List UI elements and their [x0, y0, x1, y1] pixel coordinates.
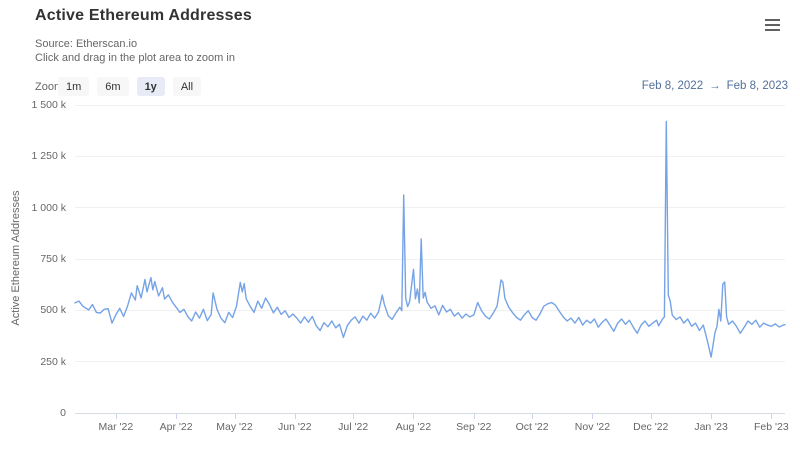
zoom-button-all[interactable]: All — [172, 77, 202, 96]
y-axis-tick-label: 750 k — [40, 253, 66, 265]
hamburger-bar — [764, 23, 780, 26]
zoom-button-1m[interactable]: 1m — [58, 77, 90, 96]
x-axis-tick — [711, 413, 713, 419]
zoom-label: Zoom — [35, 81, 64, 93]
range-arrow-icon: → — [709, 80, 721, 92]
x-axis-tick-label: May '22 — [216, 421, 253, 433]
x-axis-tick-label: Apr '22 — [159, 421, 193, 433]
y-axis-tick-label: 1 250 k — [31, 150, 66, 163]
x-axis-tick-label: Dec '22 — [633, 421, 669, 433]
x-axis-tick — [473, 413, 475, 419]
y-gridline — [75, 104, 785, 106]
x-axis-tick — [234, 413, 236, 419]
y-axis-tick-label: 1 000 k — [31, 201, 66, 214]
hamburger-bar — [764, 28, 780, 31]
x-axis-tick-label: Jan '23 — [694, 421, 728, 433]
x-axis-line — [75, 412, 785, 414]
x-axis-tick — [294, 413, 296, 419]
x-axis-tick — [176, 413, 178, 419]
x-axis-tick-label: Feb '23 — [754, 421, 789, 433]
x-axis-tick — [413, 413, 415, 419]
chart-hint: Click and drag in the plot area to zoom … — [35, 52, 235, 64]
page-title: Active Ethereum Addresses — [35, 7, 252, 24]
range-to-date[interactable]: Feb 8, 2023 — [726, 80, 788, 92]
x-axis-tick — [650, 413, 652, 419]
zoom-range-buttons: 1m 6m 1y All — [58, 77, 202, 96]
x-axis-tick — [115, 413, 117, 419]
y-gridline — [75, 207, 785, 209]
y-axis-tick-label: 0 — [60, 407, 66, 419]
hamburger-bar — [764, 18, 780, 21]
x-axis-tick-label: Oct '22 — [515, 421, 549, 433]
y-axis-tick-label: 1 500 k — [31, 99, 66, 111]
x-axis-tick-label: Mar '22 — [98, 421, 134, 433]
y-gridline — [75, 361, 785, 363]
y-axis-tick-label: 500 k — [40, 304, 66, 317]
hamburger-menu-icon[interactable] — [760, 13, 784, 35]
x-axis-tick-label: Jul '22 — [338, 421, 369, 433]
y-gridline — [75, 155, 785, 157]
x-axis-tick-label: Aug '22 — [395, 421, 432, 433]
x-axis-tick-label: Nov '22 — [574, 421, 611, 433]
x-axis-tick — [592, 413, 594, 419]
x-axis-tick — [532, 413, 534, 419]
range-from-date[interactable]: Feb 8, 2022 — [641, 80, 704, 92]
x-axis-tick — [353, 413, 355, 419]
x-axis-tick-label: Sep '22 — [456, 421, 492, 433]
date-range-display: Feb 8, 2022 → Feb 8, 2023 — [642, 80, 788, 92]
zoom-button-1y[interactable]: 1y — [136, 77, 165, 96]
y-gridline — [75, 309, 785, 311]
y-axis-tick-label: 250 k — [40, 355, 66, 368]
zoom-button-6m[interactable]: 6m — [97, 77, 129, 96]
x-axis-tick-label: Jun '22 — [278, 421, 312, 433]
chart-source: Source: Etherscan.io — [35, 38, 138, 50]
x-axis-tick — [771, 413, 773, 419]
y-gridline — [75, 258, 785, 260]
active-addresses-line-series — [74, 120, 786, 358]
